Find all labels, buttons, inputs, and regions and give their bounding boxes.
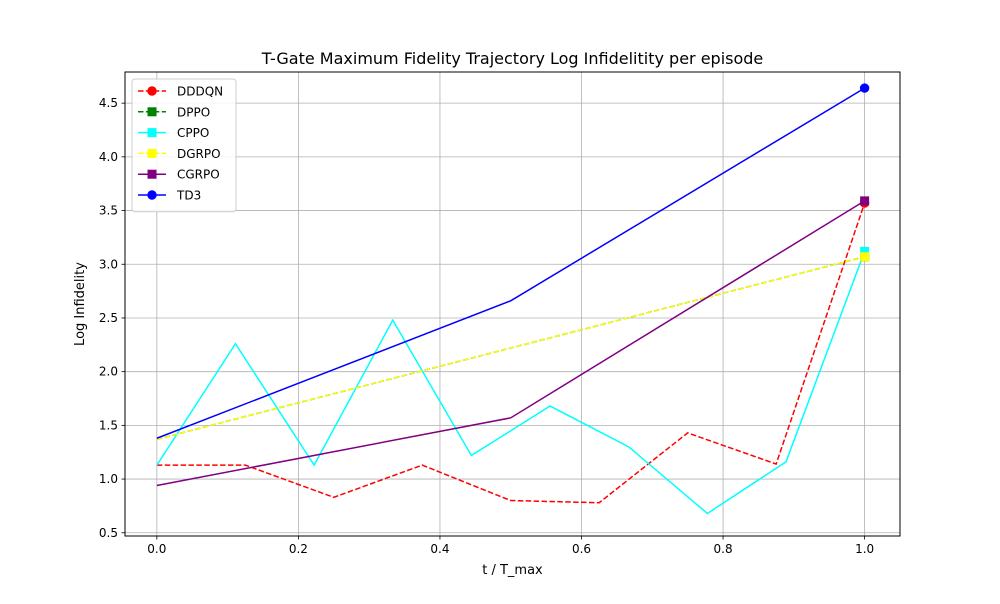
x-tick-label: 0.2: [289, 542, 308, 556]
legend-item-dgrpo: DGRPO: [138, 147, 221, 161]
series-line-cppo: [156, 251, 866, 515]
x-tick-label: 1.0: [855, 542, 874, 556]
x-axis-label: t / T_max: [482, 563, 543, 578]
legend-marker-dddqn: [147, 86, 157, 96]
y-tick-label: 0.5: [99, 526, 118, 540]
series-line-dddqn: [156, 202, 866, 504]
series-line-td3: [156, 87, 865, 439]
axis-ticks: 0.0 0.2 0.4 0.6 0.8 1.0 0.5 1.0 1.5 2.0 2.5 3.0 3.5 4…: [99, 96, 874, 556]
legend-marker-cgrpo: [147, 169, 157, 179]
x-tick-label: 0.8: [714, 542, 733, 556]
legend-marker-dppo: [147, 107, 157, 117]
y-tick-label: 4.5: [99, 96, 118, 110]
series-line-cgrpo: [156, 200, 866, 487]
legend: DDDQN DPPO CPPO DGRPO CGRPO TD3: [131, 78, 237, 213]
series-layer: [156, 83, 870, 515]
series-td3: [156, 83, 870, 439]
legend-item-cppo: CPPO: [138, 126, 209, 140]
plot-frame: [124, 71, 901, 537]
legend-item-dppo: DPPO: [138, 105, 210, 119]
grid-lines: [125, 72, 900, 536]
legend-marker-cppo: [147, 128, 157, 138]
legend-item-cgrpo: CGRPO: [138, 168, 220, 182]
legend-label-dgrpo: DGRPO: [177, 147, 221, 161]
legend-label-dddqn: DDDQN: [177, 85, 223, 99]
y-tick-label: 3.0: [99, 257, 118, 271]
y-tick-label: 1.0: [99, 472, 118, 486]
x-tick-label: 0.0: [147, 542, 166, 556]
legend-label-dppo: DPPO: [177, 105, 210, 119]
legend-label-cppo: CPPO: [177, 126, 209, 140]
legend-label-td3: TD3: [176, 189, 201, 203]
y-tick-label: 1.5: [99, 418, 118, 432]
series-line-dgrpo: [156, 256, 865, 441]
series-cgrpo: [156, 196, 870, 487]
legend-item-dddqn: DDDQN: [138, 85, 223, 99]
legend-marker-dgrpo: [147, 148, 157, 158]
y-tick-label: 3.5: [99, 204, 118, 218]
series-dgrpo: [156, 252, 870, 441]
x-tick-label: 0.4: [430, 542, 449, 556]
y-tick-label: 2.5: [99, 311, 118, 325]
legend-marker-td3: [147, 190, 157, 200]
x-tick-label: 0.6: [572, 542, 591, 556]
chart-title: T-Gate Maximum Fidelity Trajectory Log I…: [261, 49, 764, 68]
legend-item-td3: TD3: [138, 189, 201, 203]
y-tick-label: 2.0: [99, 365, 118, 379]
y-tick-label: 4.0: [99, 150, 118, 164]
y-axis-label: Log Infidelity: [73, 262, 88, 346]
data-point-td3: [859, 83, 870, 93]
data-point-dgrpo: [860, 252, 870, 262]
data-point-cgrpo: [860, 196, 870, 206]
legend-label-cgrpo: CGRPO: [177, 168, 220, 182]
